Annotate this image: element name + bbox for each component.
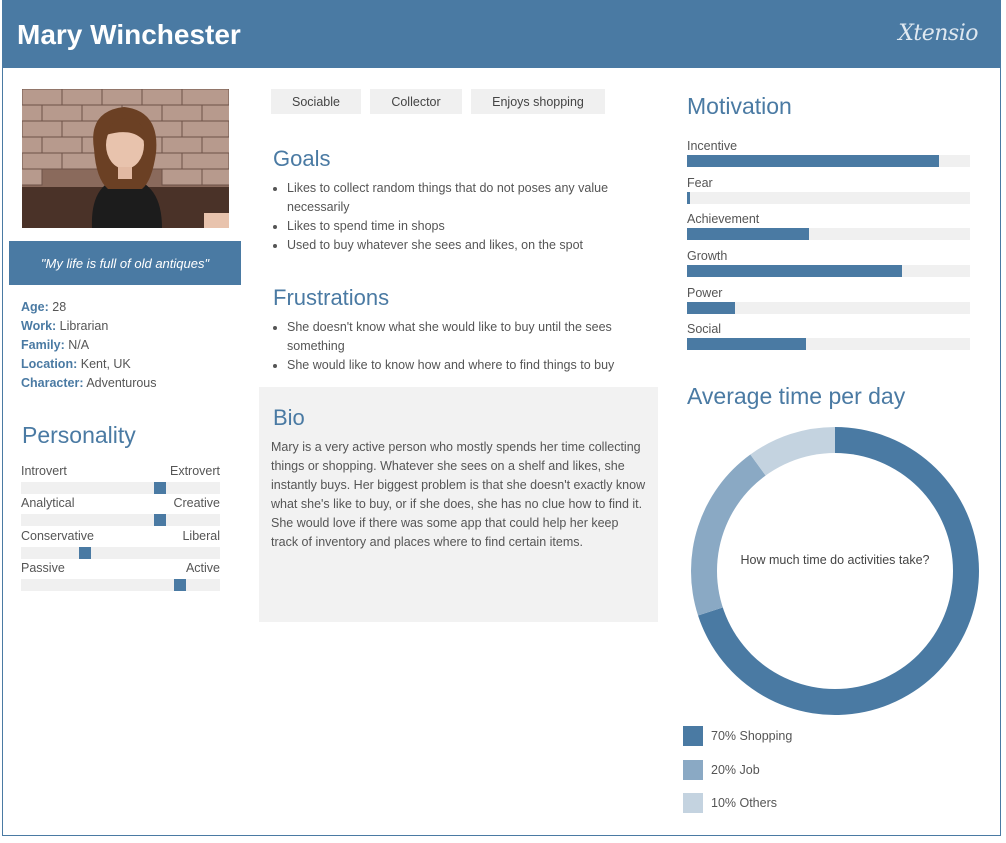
slider-track: [21, 579, 220, 591]
fact-label: Work:: [21, 319, 57, 333]
fact-label: Family:: [21, 338, 65, 352]
motivation-fill: [687, 265, 902, 277]
slider-conservative-liberal: Conservative Liberal: [21, 529, 220, 559]
slider-introvert-extrovert: Introvert Extrovert: [21, 464, 220, 494]
fact-age: Age: 28: [21, 298, 157, 317]
fact-location: Location: Kent, UK: [21, 355, 157, 374]
motivation-label: Power: [687, 286, 723, 300]
slider-knob: [79, 547, 91, 559]
header-bar: Mary Winchester Xtensio: [3, 1, 1000, 68]
slider-analytical-creative: Analytical Creative: [21, 496, 220, 526]
fact-value: 28: [52, 300, 67, 314]
donut-hole: [717, 453, 953, 689]
motivation-fill: [687, 302, 735, 314]
legend-job: 20% Job: [683, 760, 760, 780]
trait-tags: Sociable Collector Enjoys shopping: [271, 89, 605, 114]
legend-swatch: [683, 793, 703, 813]
list-item: She doesn't know what she would like to …: [287, 318, 657, 356]
motivation-track: [687, 302, 970, 314]
list-item: She would like to know how and where to …: [287, 356, 657, 375]
legend-others: 10% Others: [683, 793, 777, 813]
legend-swatch: [683, 760, 703, 780]
slider-track: [21, 482, 220, 494]
motivation-label: Growth: [687, 249, 728, 263]
motivation-social: Social: [687, 322, 970, 350]
slider-track: [21, 514, 220, 526]
slider-right-label: Liberal: [182, 529, 220, 543]
slider-knob: [174, 579, 186, 591]
fact-label: Character:: [21, 376, 84, 390]
fact-label: Location:: [21, 357, 78, 371]
motivation-fill: [687, 192, 690, 204]
xtensio-logo: Xtensio: [898, 21, 978, 46]
goals-heading: Goals: [273, 146, 331, 171]
tag-sociable: Sociable: [271, 89, 361, 114]
motivation-track: [687, 265, 970, 277]
list-item: Likes to collect random things that do n…: [287, 179, 647, 217]
list-item: Likes to spend time in shops: [287, 217, 647, 236]
motivation-fill: [687, 155, 939, 167]
motivation-track: [687, 155, 970, 167]
motivation-fear: Fear: [687, 176, 970, 204]
legend-shopping: 70% Shopping: [683, 726, 792, 746]
legend-label: 10% Others: [711, 796, 778, 810]
motivation-power: Power: [687, 286, 970, 314]
donut-center-text: How much time do activities take?: [741, 553, 930, 567]
slider-passive-active: Passive Active: [21, 561, 220, 591]
fact-character: Character: Adventurous: [21, 374, 157, 393]
persona-quote: "My life is full of old antiques": [9, 241, 241, 285]
slider-left-label: Introvert: [21, 464, 67, 478]
legend-label: 20% Job: [711, 763, 760, 777]
list-item: Used to buy whatever she sees and likes,…: [287, 236, 647, 255]
legend-label: 70% Shopping: [711, 729, 793, 743]
slider-track: [21, 547, 220, 559]
motivation-label: Incentive: [687, 139, 738, 153]
fact-value: Librarian: [59, 319, 109, 333]
motivation-label: Achievement: [687, 212, 760, 226]
slider-left-label: Passive: [21, 561, 65, 575]
bio-text: Mary is a very active person who mostly …: [271, 440, 646, 549]
fact-label: Age:: [21, 300, 49, 314]
motivation-incentive: Incentive: [687, 139, 970, 167]
tag-enjoys-shopping: Enjoys shopping: [471, 89, 605, 114]
frustrations-heading: Frustrations: [273, 285, 390, 310]
motivation-track: [687, 338, 970, 350]
motivation-growth: Growth: [687, 249, 970, 277]
motivation-fill: [687, 228, 809, 240]
bio-panel: [259, 387, 658, 622]
time-donut-chart: How much time do activities take?: [691, 427, 979, 715]
fact-value: Kent, UK: [80, 357, 131, 371]
motivation-achievement: Achievement: [687, 212, 970, 240]
motivation-heading: Motivation: [687, 93, 792, 119]
motivation-fill: [687, 338, 806, 350]
time-heading: Average time per day: [687, 383, 906, 409]
motivation-track: [687, 192, 970, 204]
slider-right-label: Extrovert: [169, 464, 220, 478]
slider-right-label: Creative: [173, 496, 220, 510]
goals-list: Likes to collect random things that do n…: [272, 179, 647, 255]
motivation-track: [687, 228, 970, 240]
persona-facts: Age: 28 Work: Librarian Family: N/A Loca…: [21, 298, 157, 393]
fact-work: Work: Librarian: [21, 317, 157, 336]
slider-right-label: Active: [185, 561, 220, 575]
fact-value: Adventurous: [86, 376, 157, 390]
fact-value: N/A: [68, 338, 90, 352]
fact-family: Family: N/A: [21, 336, 157, 355]
motivation-label: Social: [687, 322, 722, 336]
tag-collector: Collector: [370, 89, 462, 114]
slider-left-label: Conservative: [21, 529, 94, 543]
slider-knob: [154, 482, 166, 494]
personality-heading: Personality: [22, 422, 136, 448]
frustrations-list: She doesn't know what she would like to …: [272, 318, 657, 375]
bio-heading: Bio: [273, 405, 305, 430]
legend-swatch: [683, 726, 703, 746]
slider-left-label: Analytical: [21, 496, 75, 510]
persona-photo: [22, 89, 229, 228]
slider-knob: [154, 514, 166, 526]
persona-name: Mary Winchester: [17, 19, 241, 50]
motivation-label: Fear: [687, 176, 713, 190]
